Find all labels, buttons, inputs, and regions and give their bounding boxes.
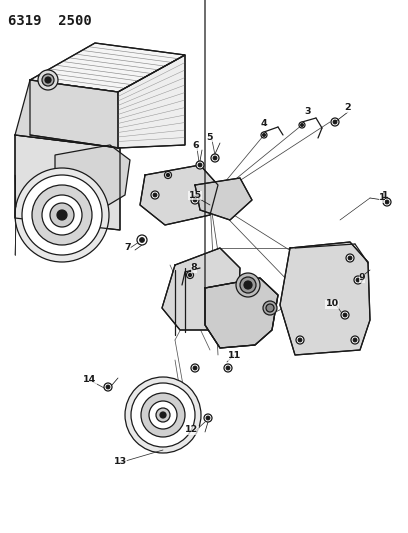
Text: 9: 9 xyxy=(359,273,365,282)
Circle shape xyxy=(198,163,202,167)
Circle shape xyxy=(224,364,232,372)
Circle shape xyxy=(38,70,58,90)
Circle shape xyxy=(296,336,304,344)
Text: 4: 4 xyxy=(261,119,267,128)
Circle shape xyxy=(263,134,265,136)
Circle shape xyxy=(42,195,82,235)
Polygon shape xyxy=(15,80,120,148)
Polygon shape xyxy=(118,55,185,148)
Circle shape xyxy=(193,366,197,370)
Circle shape xyxy=(32,185,92,245)
Text: 2: 2 xyxy=(345,103,351,112)
Text: 6: 6 xyxy=(193,141,200,150)
Circle shape xyxy=(196,161,204,169)
Text: 13: 13 xyxy=(113,457,126,466)
Circle shape xyxy=(299,122,305,128)
Polygon shape xyxy=(195,178,252,220)
Polygon shape xyxy=(280,242,370,355)
Circle shape xyxy=(301,124,304,126)
Circle shape xyxy=(149,401,177,429)
Circle shape xyxy=(45,77,51,83)
Circle shape xyxy=(346,254,354,262)
Circle shape xyxy=(204,414,212,422)
Circle shape xyxy=(166,173,170,176)
Polygon shape xyxy=(55,145,130,210)
Text: 14: 14 xyxy=(83,376,97,384)
Circle shape xyxy=(343,313,347,317)
Circle shape xyxy=(226,366,230,370)
Circle shape xyxy=(333,120,337,124)
Circle shape xyxy=(164,172,171,179)
Text: 15: 15 xyxy=(188,190,202,199)
Circle shape xyxy=(236,273,260,297)
Polygon shape xyxy=(30,80,118,148)
Polygon shape xyxy=(15,135,120,230)
Circle shape xyxy=(141,393,185,437)
Polygon shape xyxy=(30,43,185,92)
Circle shape xyxy=(266,304,274,312)
Text: 12: 12 xyxy=(185,425,199,434)
Circle shape xyxy=(42,74,54,86)
Text: 7: 7 xyxy=(125,244,131,253)
Text: 6319  2500: 6319 2500 xyxy=(8,14,92,28)
Circle shape xyxy=(186,271,193,279)
Text: 1: 1 xyxy=(379,193,385,203)
Circle shape xyxy=(341,311,349,319)
Circle shape xyxy=(188,273,192,277)
Polygon shape xyxy=(140,165,218,225)
Circle shape xyxy=(137,235,147,245)
Circle shape xyxy=(104,383,112,391)
Circle shape xyxy=(244,281,252,289)
Polygon shape xyxy=(162,248,240,330)
Circle shape xyxy=(331,118,339,126)
Circle shape xyxy=(206,416,210,420)
Polygon shape xyxy=(205,278,278,348)
Circle shape xyxy=(383,198,391,206)
Circle shape xyxy=(348,256,352,260)
Text: 10: 10 xyxy=(326,300,339,309)
Circle shape xyxy=(22,175,102,255)
Circle shape xyxy=(261,132,267,138)
Circle shape xyxy=(156,408,170,422)
Circle shape xyxy=(15,168,109,262)
Text: 5: 5 xyxy=(207,133,213,141)
Text: 3: 3 xyxy=(305,108,311,117)
Circle shape xyxy=(153,193,157,197)
Text: 1: 1 xyxy=(382,191,388,200)
Circle shape xyxy=(191,364,199,372)
Circle shape xyxy=(240,277,256,293)
Circle shape xyxy=(191,196,199,204)
Circle shape xyxy=(353,338,357,342)
Circle shape xyxy=(193,198,197,202)
Circle shape xyxy=(140,238,144,243)
Circle shape xyxy=(211,154,219,162)
Circle shape xyxy=(354,276,362,284)
Circle shape xyxy=(50,203,74,227)
Circle shape xyxy=(356,278,360,282)
Circle shape xyxy=(263,301,277,315)
Circle shape xyxy=(106,385,110,389)
Text: 8: 8 xyxy=(191,263,197,272)
Circle shape xyxy=(351,336,359,344)
Circle shape xyxy=(298,338,302,342)
Circle shape xyxy=(131,383,195,447)
Text: 11: 11 xyxy=(228,351,242,360)
Circle shape xyxy=(151,191,159,199)
Circle shape xyxy=(385,200,389,204)
Circle shape xyxy=(160,412,166,418)
Circle shape xyxy=(125,377,201,453)
Circle shape xyxy=(57,210,67,220)
Circle shape xyxy=(213,156,217,160)
